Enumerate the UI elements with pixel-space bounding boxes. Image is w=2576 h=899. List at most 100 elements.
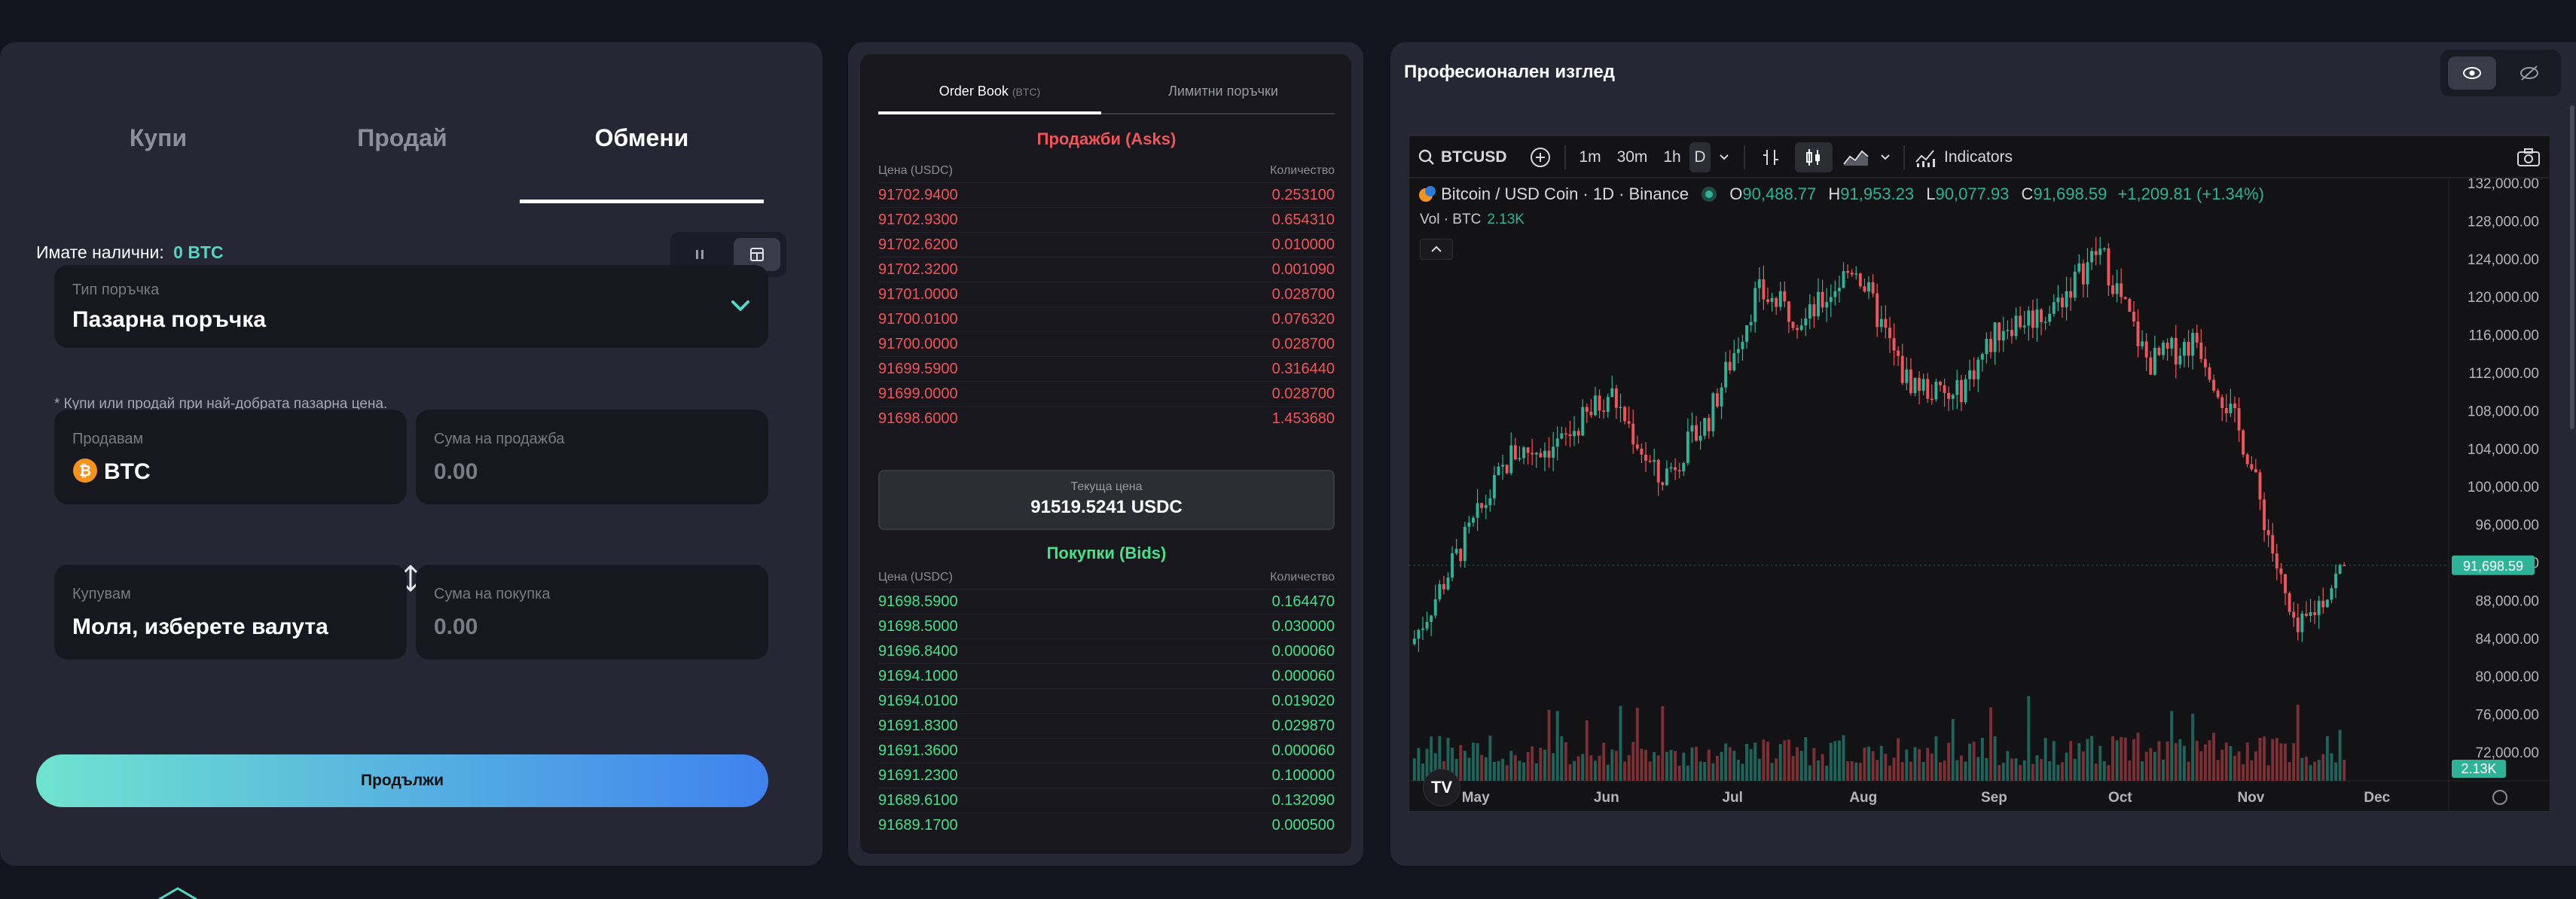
tab-order-book-label: Order Book	[939, 84, 1009, 99]
candle-body	[2141, 341, 2144, 346]
candle-body	[1900, 355, 1904, 383]
bid-row[interactable]: 91691.8300 0.029870	[878, 713, 1335, 738]
sell-amount-placeholder: 0.00	[434, 459, 478, 484]
price-header: Цена (USDC)	[878, 571, 953, 584]
volume-bar	[2136, 732, 2140, 781]
ask-row[interactable]: 91700.0100 0.076320	[878, 306, 1335, 331]
bar-style-button[interactable]	[1754, 142, 1787, 172]
hide-chart-button[interactable]	[2505, 56, 2553, 90]
candle-body	[1610, 388, 1614, 398]
candle-style-button[interactable]	[1795, 142, 1833, 172]
bid-row[interactable]: 91694.0100 0.019020	[878, 688, 1335, 713]
bid-row[interactable]: 91689.6100 0.132090	[878, 788, 1335, 812]
interval-d[interactable]: D	[1689, 142, 1711, 172]
volume-bar	[1909, 761, 1912, 781]
candle-body	[2266, 530, 2270, 535]
candle-body	[1412, 638, 1416, 645]
compare-button[interactable]	[1527, 142, 1554, 172]
volume-bar	[2263, 736, 2266, 781]
interval-dropdown[interactable]	[1714, 142, 1735, 172]
candle-body	[1829, 297, 1833, 303]
candle-body	[2120, 283, 2123, 297]
order-type-value: Пазарна поръчка	[72, 307, 267, 332]
candle-body	[1876, 293, 1879, 328]
ask-row[interactable]: 91701.0000 0.028700	[878, 282, 1335, 306]
bid-row[interactable]: 91691.3600 0.000060	[878, 738, 1335, 763]
candle-body	[2035, 309, 2039, 328]
volume-bar	[2258, 737, 2262, 781]
ask-row[interactable]: 91702.3200 0.001090	[878, 257, 1335, 282]
ask-row[interactable]: 91699.0000 0.028700	[878, 381, 1335, 406]
screenshot-button[interactable]	[2513, 142, 2544, 172]
sell-amount-field[interactable]: Сума на продажба 0.00	[416, 410, 768, 504]
tab-buy[interactable]: Купи	[129, 124, 188, 151]
ask-price: 91700.0100	[878, 311, 958, 328]
tradingview-chart[interactable]: BTCUSD 1m 30m 1h D	[1409, 136, 2551, 812]
candle-body	[1783, 291, 1787, 302]
bid-row[interactable]: 91691.2300 0.100000	[878, 763, 1335, 788]
volume-bar	[2094, 763, 2098, 781]
bid-row[interactable]: 91689.1700 0.000500	[878, 812, 1335, 837]
compact-view-button[interactable]	[676, 238, 723, 271]
collapse-legend-button[interactable]	[1420, 239, 1453, 260]
candle-body	[1433, 599, 1437, 616]
buy-amount-field[interactable]: Сума на покупка 0.00	[416, 565, 768, 660]
candle-body	[2157, 347, 2161, 355]
interval-1h[interactable]: 1h	[1663, 148, 1681, 166]
volume-bar	[2086, 739, 2089, 781]
ask-row[interactable]: 91700.0000 0.028700	[878, 331, 1335, 356]
volume-bar	[2048, 761, 2052, 781]
candle-body	[1934, 382, 1938, 400]
volume-bar	[1417, 748, 1421, 781]
tradingview-logo[interactable]: TV	[1423, 769, 1460, 806]
scrollbar-thumb[interactable]	[2570, 105, 2574, 429]
candle-body	[2288, 593, 2291, 612]
bid-quantity: 0.000060	[1271, 643, 1335, 660]
sell-currency-select[interactable]: Продавам ₿ BTC	[54, 410, 407, 504]
volume-bar	[1749, 749, 1753, 781]
volume-bar	[1614, 751, 1618, 781]
tab-order-book[interactable]: Order Book (BTC)	[878, 74, 1101, 114]
interval-1m[interactable]: 1m	[1579, 148, 1601, 166]
symbol-search[interactable]: BTCUSD	[1418, 142, 1509, 172]
volume-bar	[1850, 761, 1854, 781]
candle-body	[2132, 311, 2135, 322]
ask-row[interactable]: 91702.9300 0.654310	[878, 207, 1335, 232]
sell-currency: BTC	[104, 459, 151, 484]
show-chart-button[interactable]	[2448, 56, 2496, 90]
volume-bar	[1732, 751, 1736, 781]
settings-icon	[2492, 790, 2507, 805]
ask-row[interactable]: 91698.6000 1.453680	[878, 406, 1335, 431]
bid-row[interactable]: 91696.8400 0.000060	[878, 638, 1335, 663]
volume-bar	[1879, 745, 1883, 781]
tab-sell[interactable]: Продай	[357, 124, 447, 151]
tab-limit-orders[interactable]: Лимитни поръчки	[1168, 84, 1278, 99]
candlestick-chart[interactable]: 132,000.00 128,000.00 124,000.00 120,000.00…	[1409, 178, 2550, 811]
continue-button[interactable]: Продължи	[36, 754, 768, 807]
buy-currency-select[interactable]: Купувам Моля, изберете валута	[54, 565, 407, 660]
ask-price: 91698.6000	[878, 410, 958, 427]
chevron-down-icon	[1720, 154, 1729, 160]
candle-body	[1787, 301, 1790, 322]
bid-row[interactable]: 91694.1000 0.000060	[878, 663, 1335, 688]
candle-body	[2136, 321, 2140, 346]
volume-bar	[2313, 761, 2317, 781]
bid-row[interactable]: 91698.5900 0.164470	[878, 589, 1335, 614]
indicators-button[interactable]: Indicators	[1914, 142, 2013, 172]
chart-type-dropdown[interactable]	[1875, 142, 1896, 172]
candle-body	[1745, 325, 1749, 342]
chart-background	[1409, 178, 2550, 811]
ask-row[interactable]: 91702.6200 0.010000	[878, 232, 1335, 257]
ask-row[interactable]: 91702.9400 0.253100	[878, 182, 1335, 207]
ask-row[interactable]: 91699.5900 0.316440	[878, 356, 1335, 381]
volume-bar	[2153, 751, 2156, 781]
bid-row[interactable]: 91698.5000 0.030000	[878, 614, 1335, 638]
tab-exchange[interactable]: Обмени	[520, 102, 764, 203]
area-style-button[interactable]	[1839, 142, 1873, 172]
order-type-select[interactable]: Тип поръчка Пазарна поръчка	[54, 265, 768, 348]
candle-body	[1522, 447, 1525, 459]
candle-body	[1980, 354, 1984, 360]
interval-30m[interactable]: 30m	[1616, 148, 1648, 166]
candle-body	[2153, 347, 2156, 375]
asks-header: Цена (USDC) Количество	[878, 164, 1335, 178]
